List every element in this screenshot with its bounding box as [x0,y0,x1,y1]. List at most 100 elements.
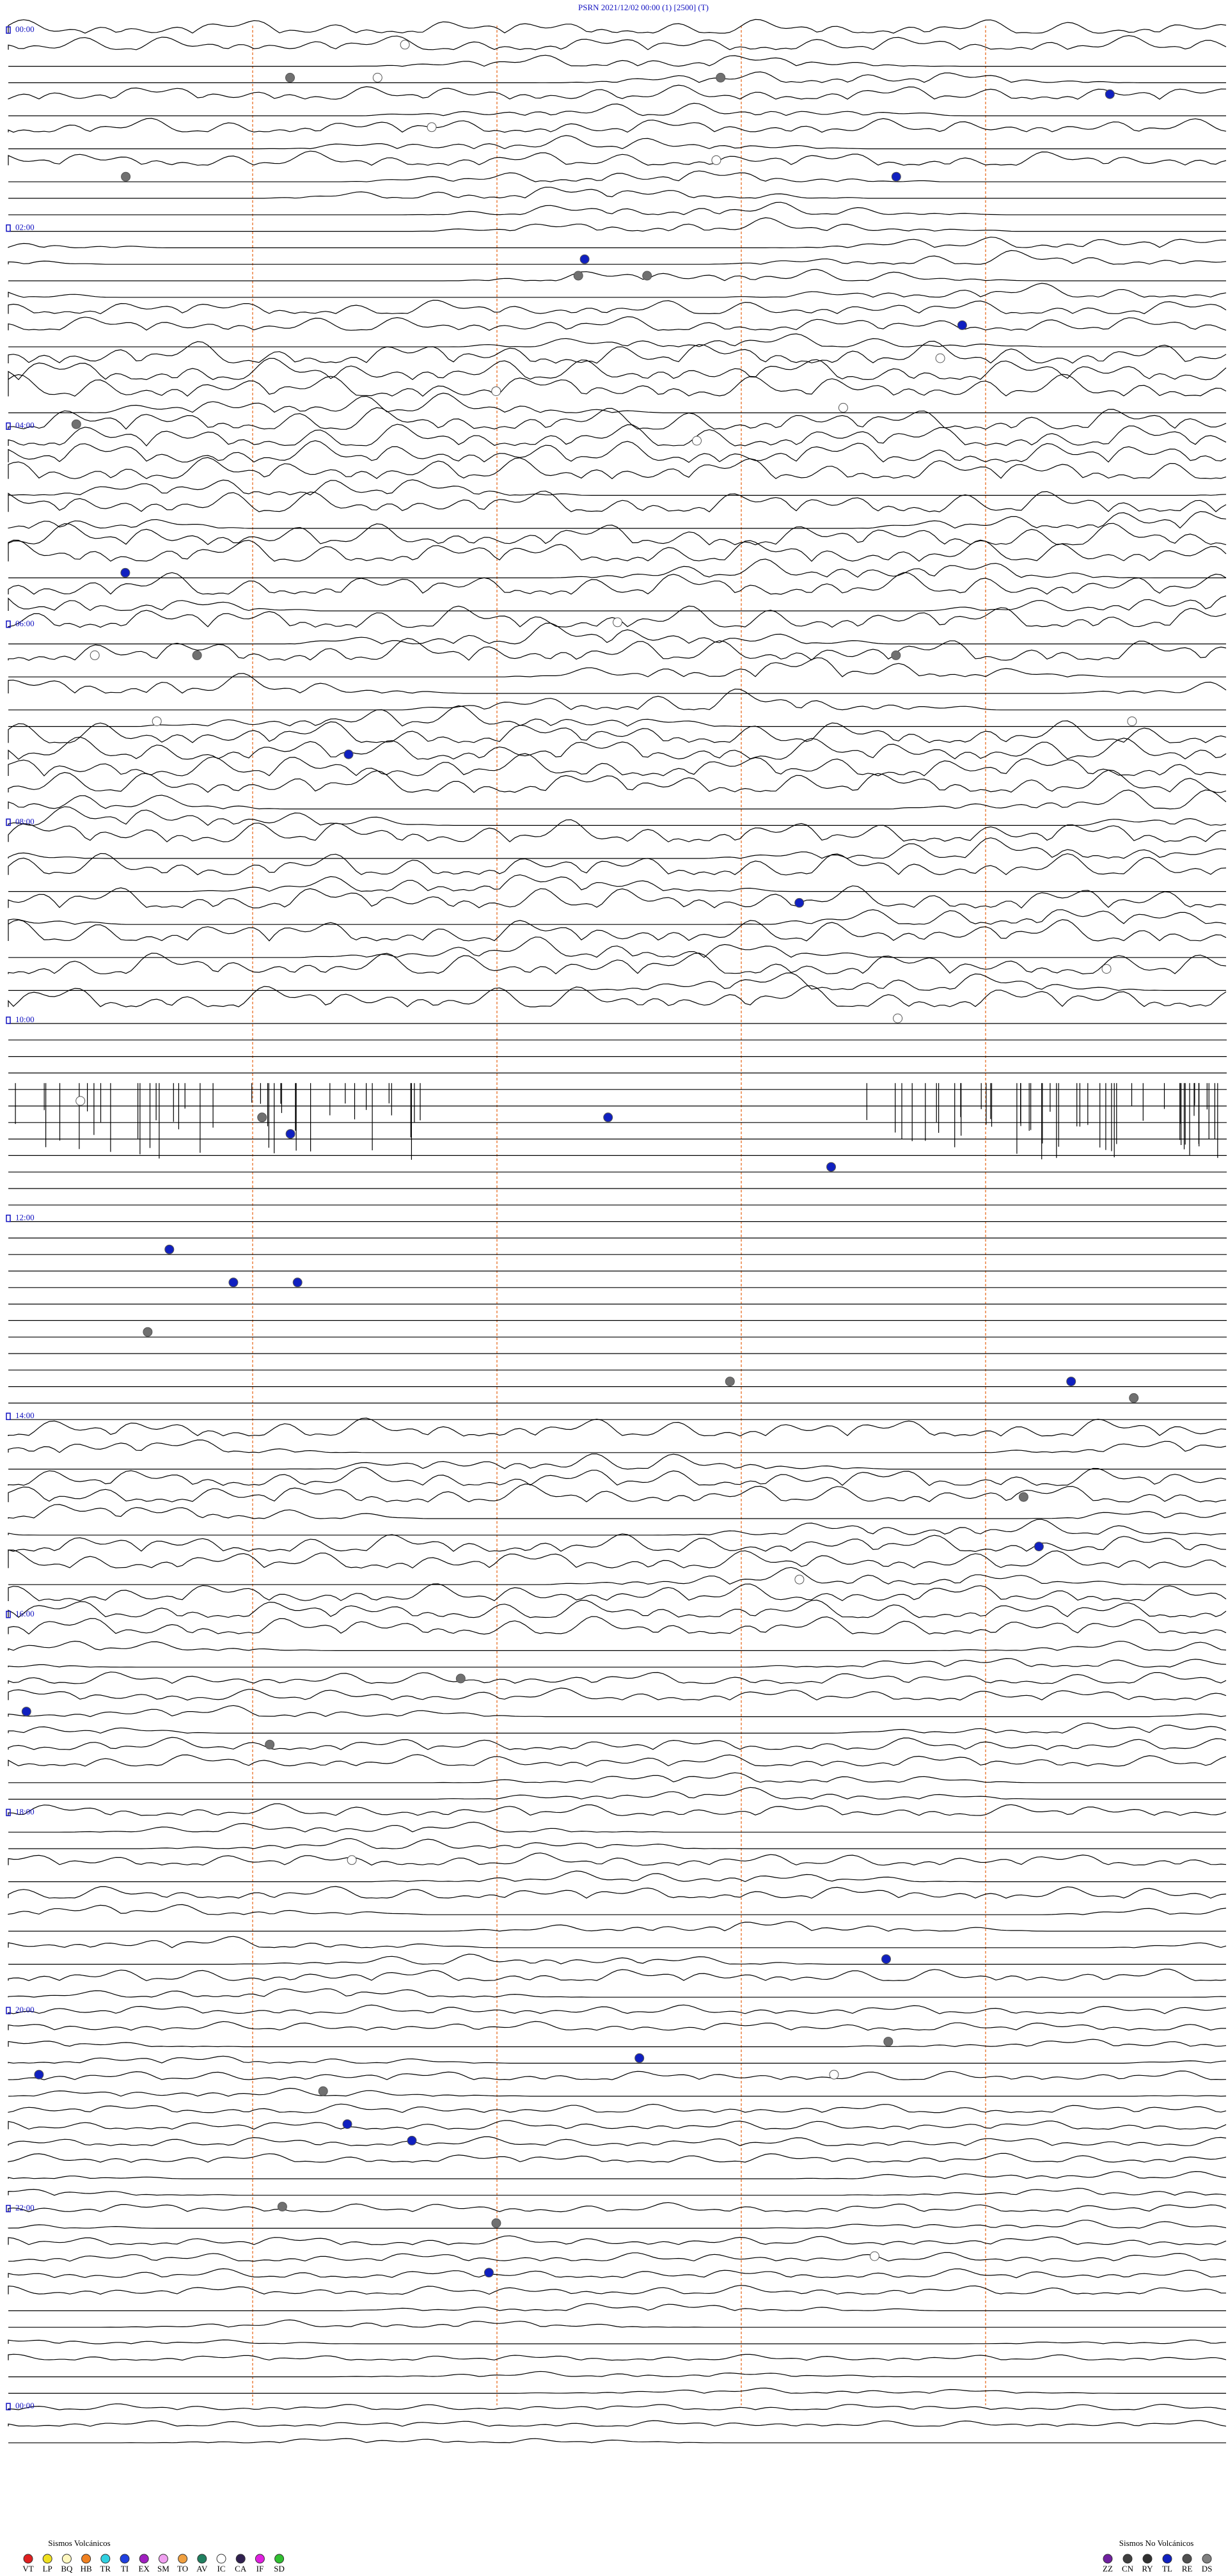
event-marker [634,2053,645,2063]
legend-dot [178,2554,188,2564]
trace [8,806,1227,826]
trace [8,657,1226,677]
legend-label: LP [43,2564,52,2573]
hour-label: 16:00 [15,1609,35,1618]
trace [8,1504,1227,1519]
trace [8,118,1227,133]
trace [8,605,1227,628]
trace [8,1787,1226,1800]
legend-dot [139,2554,149,2564]
legend-label: ZZ [1103,2564,1113,2573]
hour-label: 04:00 [15,420,35,430]
trace [8,19,1227,34]
trace [8,2438,1226,2444]
hour-label: 10:00 [15,1015,35,1024]
legend-label: RY [1142,2564,1153,2573]
event-marker [1066,1377,1076,1387]
event-marker [826,1162,836,1172]
event-marker [1101,964,1112,974]
trace [8,479,1227,496]
legend-label: TI [121,2564,129,2573]
event-marker [285,1129,295,1139]
event-marker [881,1954,891,1964]
trace [8,1705,1227,1718]
trace [8,1583,1227,1602]
legend-label: TO [177,2564,188,2573]
event-marker [400,40,410,50]
legend-label: SM [157,2564,169,2573]
legend-dot [1202,2554,1212,2564]
trace [8,217,1226,232]
event-marker [121,171,131,182]
event-marker [573,271,583,281]
event-marker [120,567,130,578]
trace [8,1483,1227,1503]
trace [8,1533,1227,1553]
hour-bracket [6,1611,11,1618]
event-marker [1018,1492,1028,1502]
trace [8,688,1226,711]
trace [8,2087,1227,2097]
event-marker [71,419,81,429]
trace [8,2303,1226,2311]
trace [8,135,1226,150]
trace [8,457,1227,480]
hour-label: 08:00 [15,816,35,826]
trace [8,2268,1227,2279]
trace [8,2387,1226,2394]
event-marker [292,1277,303,1288]
trace [8,1453,1226,1470]
event-marker [1105,89,1115,99]
event-marker [692,436,702,446]
trace [8,705,1226,727]
legend-dot [1122,2554,1133,2564]
trace [8,2136,1227,2146]
hour-bracket [6,224,11,232]
trace [8,1921,1226,1932]
legend-label: SD [274,2564,285,2573]
trace [8,837,1227,859]
trace [8,316,1227,331]
hour-label: 06:00 [15,619,35,628]
legend-dot [23,2554,33,2564]
event-marker [342,2119,352,2130]
event-marker [277,2202,287,2212]
event-marker [613,617,622,628]
event-marker [318,2086,328,2096]
trace [8,491,1227,512]
trace [8,1904,1227,1915]
trace [8,885,1227,909]
hour-label: 14:00 [15,1410,35,1420]
trace [8,237,1227,249]
event-marker [869,2251,879,2261]
trace [8,622,1226,645]
event-marker [343,749,354,759]
trace [8,1616,1227,1635]
legend-dot [81,2554,91,2564]
legend-label: IF [256,2564,264,2573]
trace [8,201,1226,216]
trace [8,150,1227,166]
legend-label: IC [217,2564,226,2573]
hour-label: 02:00 [15,223,35,232]
legend-label: BQ [61,2564,73,2573]
trace [8,299,1227,315]
event-marker [34,2069,44,2080]
trace [8,2371,1226,2378]
trace [8,423,1227,446]
legend-label: VT [22,2564,33,2573]
legend-dot [120,2554,130,2564]
trace [8,374,1227,397]
trace [8,770,1227,793]
hour-bracket [6,1412,11,1420]
legend-dot [274,2554,285,2564]
legend-title: Sismos Volcánicos [48,2538,110,2548]
trace [8,2039,1227,2048]
event-marker [427,122,437,132]
event-marker [152,716,162,727]
hour-label: 12:00 [15,1213,35,1222]
trace [8,71,1226,84]
legend-dot [255,2554,265,2564]
hour-label: 00:00 [15,2401,35,2410]
